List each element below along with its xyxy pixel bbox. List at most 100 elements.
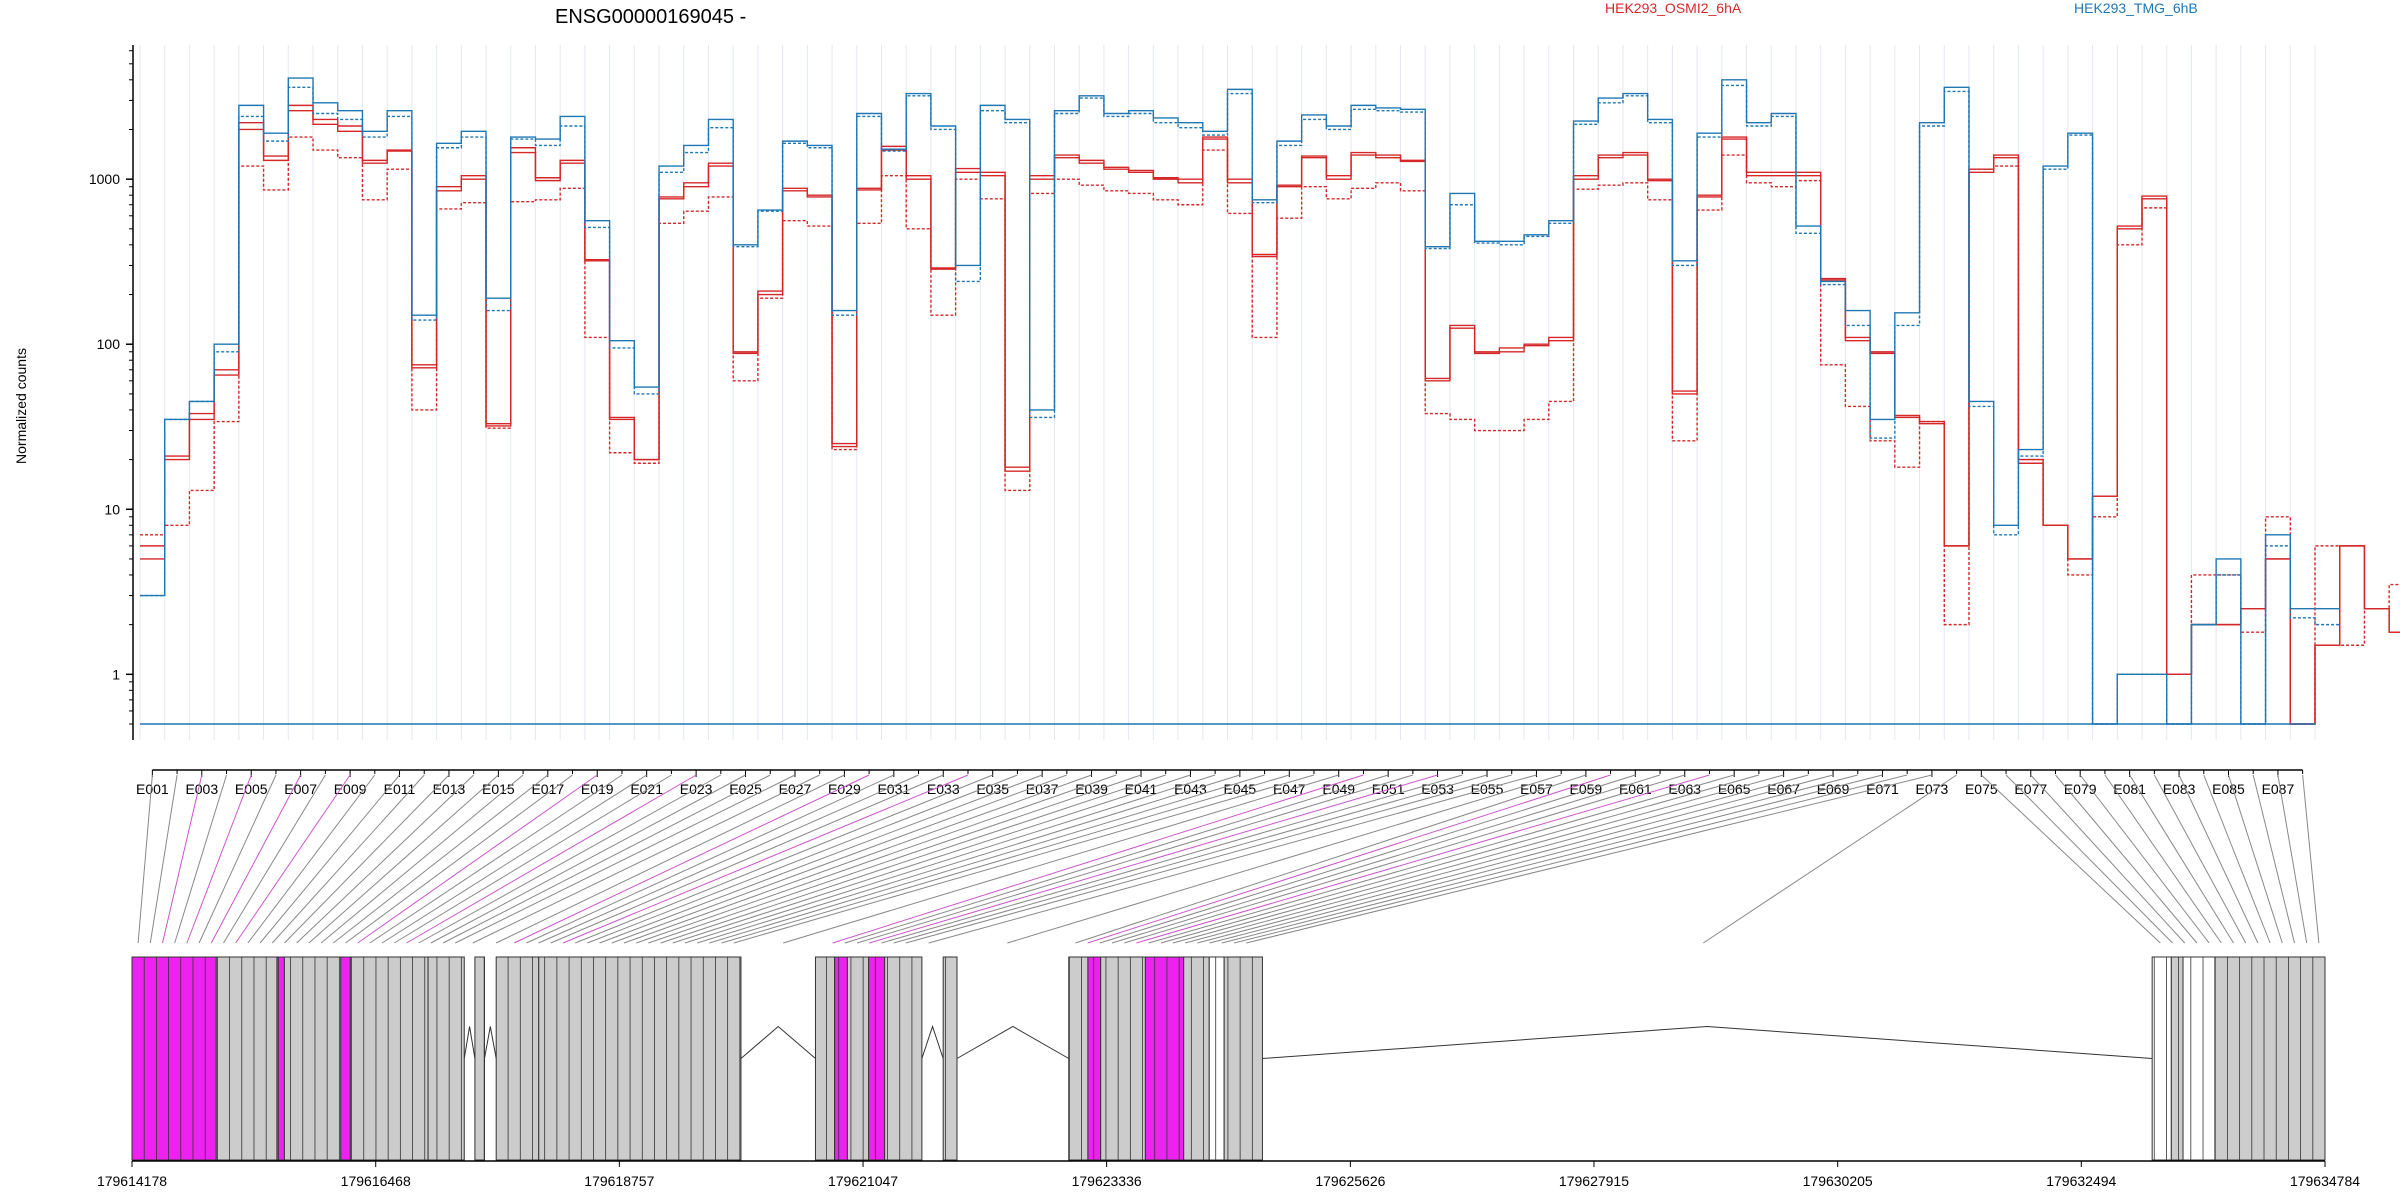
exon-connector: [672, 774, 1191, 944]
exon-connector: [893, 774, 1488, 944]
series-lines: [140, 77, 2400, 725]
exon-connector: [2252, 774, 2295, 944]
exon-connector: [2228, 774, 2283, 944]
exon-connector: [472, 774, 820, 944]
exon-connector: [2129, 774, 2234, 944]
exon-connector: [832, 774, 1364, 944]
exon-tick-label: E061: [1619, 781, 1652, 797]
exon-block: [495, 956, 540, 1161]
exon-tick-label: E085: [2212, 781, 2245, 797]
exon-connector: [345, 774, 573, 944]
exon-connector: [2178, 774, 2259, 944]
genomic-tick-label: 179632494: [2046, 1173, 2116, 1189]
genomic-tick-label: 179621047: [828, 1173, 898, 1189]
exon-connector: [418, 774, 722, 944]
exon-connector: [2153, 774, 2247, 944]
genomic-tick-label: 179634784: [2290, 1173, 2360, 1189]
exon-tick-label: E043: [1174, 781, 1207, 797]
exon-connector: [210, 774, 302, 944]
exon-connector: [1087, 774, 1611, 944]
exon-connector: [2005, 774, 2173, 944]
exon-connector: [1209, 774, 1858, 944]
exon-connector: [538, 774, 919, 944]
exon-connector: [174, 774, 227, 944]
exon-connector: [844, 774, 1389, 944]
intron-line: [1262, 1025, 2153, 1059]
exon-connector: [1185, 774, 1809, 944]
exon-connector: [709, 774, 1265, 944]
chart-title: ENSG00000169045 -: [555, 6, 746, 28]
exon-tick-label: E019: [581, 781, 614, 797]
exon-connector: [235, 774, 351, 944]
intron-line: [463, 1026, 476, 1059]
exon-block: [834, 956, 848, 1161]
exon-connector: [733, 774, 1315, 944]
exon-connector: [332, 774, 549, 944]
exon-tick-label: E013: [433, 781, 466, 797]
exon-tick-label: E087: [2262, 781, 2295, 797]
exon-connector: [2302, 774, 2320, 944]
exon-block: [2151, 956, 2172, 1161]
exon-connector: [1221, 774, 1883, 944]
exon-connector: [2030, 774, 2186, 944]
intron-line: [921, 1024, 944, 1059]
exon-connector: [198, 774, 277, 944]
exon-connector: [259, 774, 400, 944]
y-axis-label: Normalized counts: [13, 348, 29, 464]
y-tick-label: 1: [112, 666, 120, 682]
series-line: [140, 77, 2340, 725]
genomic-tick-label: 179614178: [97, 1173, 167, 1189]
y-tick-label: 10: [104, 501, 120, 517]
exon-connector: [1702, 774, 1957, 944]
exon-connector: [550, 774, 944, 944]
exon-block: [215, 956, 278, 1161]
exon-connector: [1148, 774, 1735, 944]
exon-connector: [684, 774, 1216, 944]
exon-block: [1144, 956, 1185, 1161]
exon-connector: [697, 774, 1241, 944]
exon-connector: [611, 774, 1068, 944]
genomic-tick-label: 179623336: [1072, 1173, 1142, 1189]
genomic-tick-label: 179618757: [584, 1173, 654, 1189]
exon-tick-label: E027: [779, 781, 812, 797]
exon-tick-label: E079: [2064, 781, 2097, 797]
exon-connector: [137, 774, 153, 944]
exon-tick-label: E017: [531, 781, 564, 797]
exon-tick-label: E007: [284, 781, 317, 797]
exon-connector: [271, 774, 425, 944]
exon-tick-label: E045: [1224, 781, 1257, 797]
exon-axis: E001 E003 E005 E007 E009 E011 E013 E015 E017 E019…: [136, 769, 2304, 797]
exon-connector: [905, 774, 1512, 944]
exon-tick-label: E073: [1916, 781, 1949, 797]
exon-connector: [369, 774, 623, 944]
exon-connector: [635, 774, 1117, 944]
exon-tick-label: E075: [1965, 781, 1998, 797]
exon-connector: [1124, 774, 1685, 944]
exon-connector: [881, 774, 1463, 944]
exon-block: [427, 956, 465, 1161]
exon-connector: [442, 774, 771, 944]
exon-block: [2182, 956, 2216, 1161]
exon-tick-label: E015: [482, 781, 515, 797]
exon-connector: [296, 774, 475, 944]
exon-tick-label: E031: [877, 781, 910, 797]
exon-block: [2214, 956, 2326, 1161]
exon-connector: [2203, 774, 2271, 944]
legend-entry-osmi2: HEK293_OSMI2_6hA: [1605, 0, 1742, 16]
exon-connector: [526, 774, 895, 944]
exon-block: [2170, 956, 2184, 1161]
exon-connectors: [137, 774, 2320, 944]
exon-tick-label: E041: [1125, 781, 1158, 797]
exon-block: [340, 956, 351, 1161]
y-axis: 1 10 100 1000: [89, 45, 134, 740]
exon-connector: [1233, 774, 1908, 944]
exon-block: [1208, 956, 1225, 1161]
exon-tick-label: E083: [2163, 781, 2196, 797]
exon-block: [868, 956, 886, 1161]
exon-connector: [186, 774, 252, 944]
exon-connector: [869, 774, 1438, 944]
genomic-axis: 179614178 179616468 179618757 179621047 1796…: [97, 1160, 2360, 1189]
exon-tick-label: E029: [828, 781, 861, 797]
